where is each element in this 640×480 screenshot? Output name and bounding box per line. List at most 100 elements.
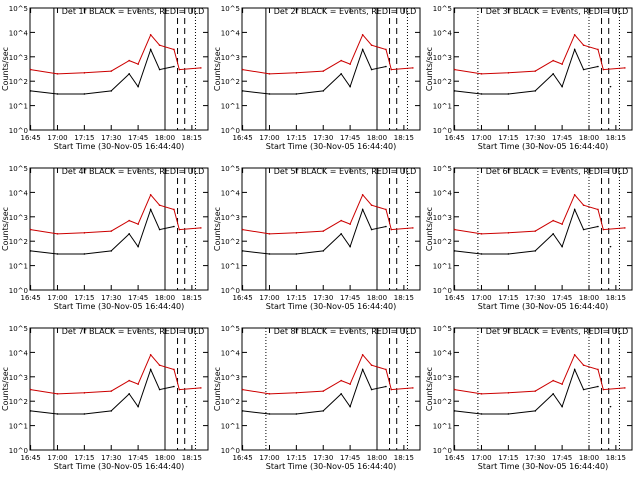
data-point xyxy=(609,245,612,248)
x-tick-label: 18:15 xyxy=(606,134,626,142)
y-axis-label: Counts/sec xyxy=(1,207,10,251)
plot-frame xyxy=(453,327,633,451)
x-axis-label: Start Time (30-Nov-05 16:44:40) xyxy=(478,142,608,151)
data-point xyxy=(29,90,32,92)
y-tick-label: 10^1 xyxy=(9,103,28,111)
y-tick-label: 10^5 xyxy=(221,5,240,13)
data-point xyxy=(173,65,175,68)
data-point xyxy=(110,70,113,72)
data-point xyxy=(507,413,510,415)
data-point xyxy=(158,68,161,71)
data-point xyxy=(173,48,175,51)
data-point xyxy=(158,228,161,231)
y-tick-label: 10^5 xyxy=(433,5,452,13)
data-point xyxy=(552,233,554,235)
plot-frame xyxy=(29,7,209,131)
data-point xyxy=(370,204,373,206)
plot-title: Det 6f BLACK = Events, RED = ULD xyxy=(486,167,629,176)
y-tick-label: 10^5 xyxy=(221,325,240,333)
x-tick-label: 16:45 xyxy=(21,454,41,462)
data-point xyxy=(534,90,537,92)
data-point xyxy=(370,68,373,71)
data-point xyxy=(56,93,59,95)
y-tick-label: 10^4 xyxy=(433,29,453,37)
x-tick-label: 17:30 xyxy=(525,294,545,302)
y-tick-label: 10^3 xyxy=(433,374,452,382)
plot-title: Det 5f BLACK = Events, RED = ULD xyxy=(274,167,417,176)
x-tick-label: 17:15 xyxy=(286,134,306,142)
x-tick-label: 17:00 xyxy=(471,454,491,462)
series-line xyxy=(242,193,413,235)
x-tick-label: 16:45 xyxy=(233,294,253,302)
y-tick-label: 10^3 xyxy=(221,214,240,222)
data-point xyxy=(480,413,483,415)
y-tick-label: 10^1 xyxy=(221,423,240,431)
data-point xyxy=(83,253,86,255)
y-axis-label: Counts/sec xyxy=(213,207,222,251)
y-tick-label: 10^4 xyxy=(221,189,241,197)
x-tick-label: 17:15 xyxy=(498,134,518,142)
y-tick-label: 10^0 xyxy=(9,127,28,135)
data-point xyxy=(128,59,130,62)
data-point xyxy=(340,393,342,395)
data-point xyxy=(56,393,59,395)
y-tick-label: 10^4 xyxy=(221,29,241,37)
data-point xyxy=(534,410,537,412)
data-point xyxy=(552,393,554,395)
x-tick-label: 17:00 xyxy=(471,294,491,302)
series-line xyxy=(242,353,413,395)
y-axis-label: Counts/sec xyxy=(1,367,10,411)
x-axis-label: Start Time (30-Nov-05 16:44:40) xyxy=(478,302,608,311)
data-point xyxy=(137,85,139,88)
data-point xyxy=(128,393,130,395)
y-tick-label: 10^0 xyxy=(221,447,240,455)
data-point xyxy=(397,405,400,408)
x-tick-label: 18:00 xyxy=(155,134,175,142)
y-tick-label: 10^3 xyxy=(221,374,240,382)
data-point xyxy=(507,392,510,394)
y-tick-label: 10^2 xyxy=(9,78,28,86)
y-tick-label: 10^1 xyxy=(221,103,240,111)
data-point xyxy=(83,392,86,394)
data-point xyxy=(385,225,387,228)
x-axis-label: Start Time (30-Nov-05 16:44:40) xyxy=(266,302,396,311)
data-point xyxy=(480,233,483,235)
data-point xyxy=(582,364,585,366)
series-line xyxy=(30,193,201,235)
series-line xyxy=(30,353,201,395)
plot-panel-2f: Det 2f BLACK = Events, RED = ULD 10^0 10^1… xyxy=(213,5,421,151)
x-tick-label: 18:15 xyxy=(394,134,414,142)
data-point xyxy=(573,193,576,196)
data-point xyxy=(534,70,537,72)
x-tick-label: 17:45 xyxy=(128,134,148,142)
y-tick-label: 10^3 xyxy=(9,214,28,222)
plot-title: Det 8f BLACK = Events, RED = ULD xyxy=(274,327,417,336)
y-tick-label: 10^0 xyxy=(433,127,452,135)
data-point xyxy=(268,253,271,255)
data-point xyxy=(597,48,599,51)
data-point xyxy=(390,228,393,231)
data-point xyxy=(561,63,563,65)
data-point xyxy=(241,90,244,92)
x-tick-label: 17:15 xyxy=(286,294,306,302)
x-tick-label: 17:00 xyxy=(259,134,279,142)
plot-title: Det 1f BLACK = Events, RED = ULD xyxy=(62,7,205,16)
y-tick-label: 10^4 xyxy=(433,189,453,197)
data-point xyxy=(453,388,456,391)
x-tick-label: 18:15 xyxy=(606,454,626,462)
data-point xyxy=(507,72,510,74)
data-point xyxy=(200,387,202,389)
data-point xyxy=(322,250,325,252)
x-tick-label: 17:45 xyxy=(552,294,572,302)
data-point xyxy=(552,73,554,75)
x-tick-label: 18:15 xyxy=(182,134,202,142)
data-point xyxy=(137,63,139,65)
data-point xyxy=(29,228,32,231)
data-point xyxy=(597,225,599,228)
data-point xyxy=(552,59,554,62)
y-tick-label: 10^2 xyxy=(9,398,28,406)
plot-title: Det 9f BLACK = Events, RED = ULD xyxy=(486,327,629,336)
x-tick-label: 18:00 xyxy=(579,454,599,462)
data-point xyxy=(582,44,585,46)
